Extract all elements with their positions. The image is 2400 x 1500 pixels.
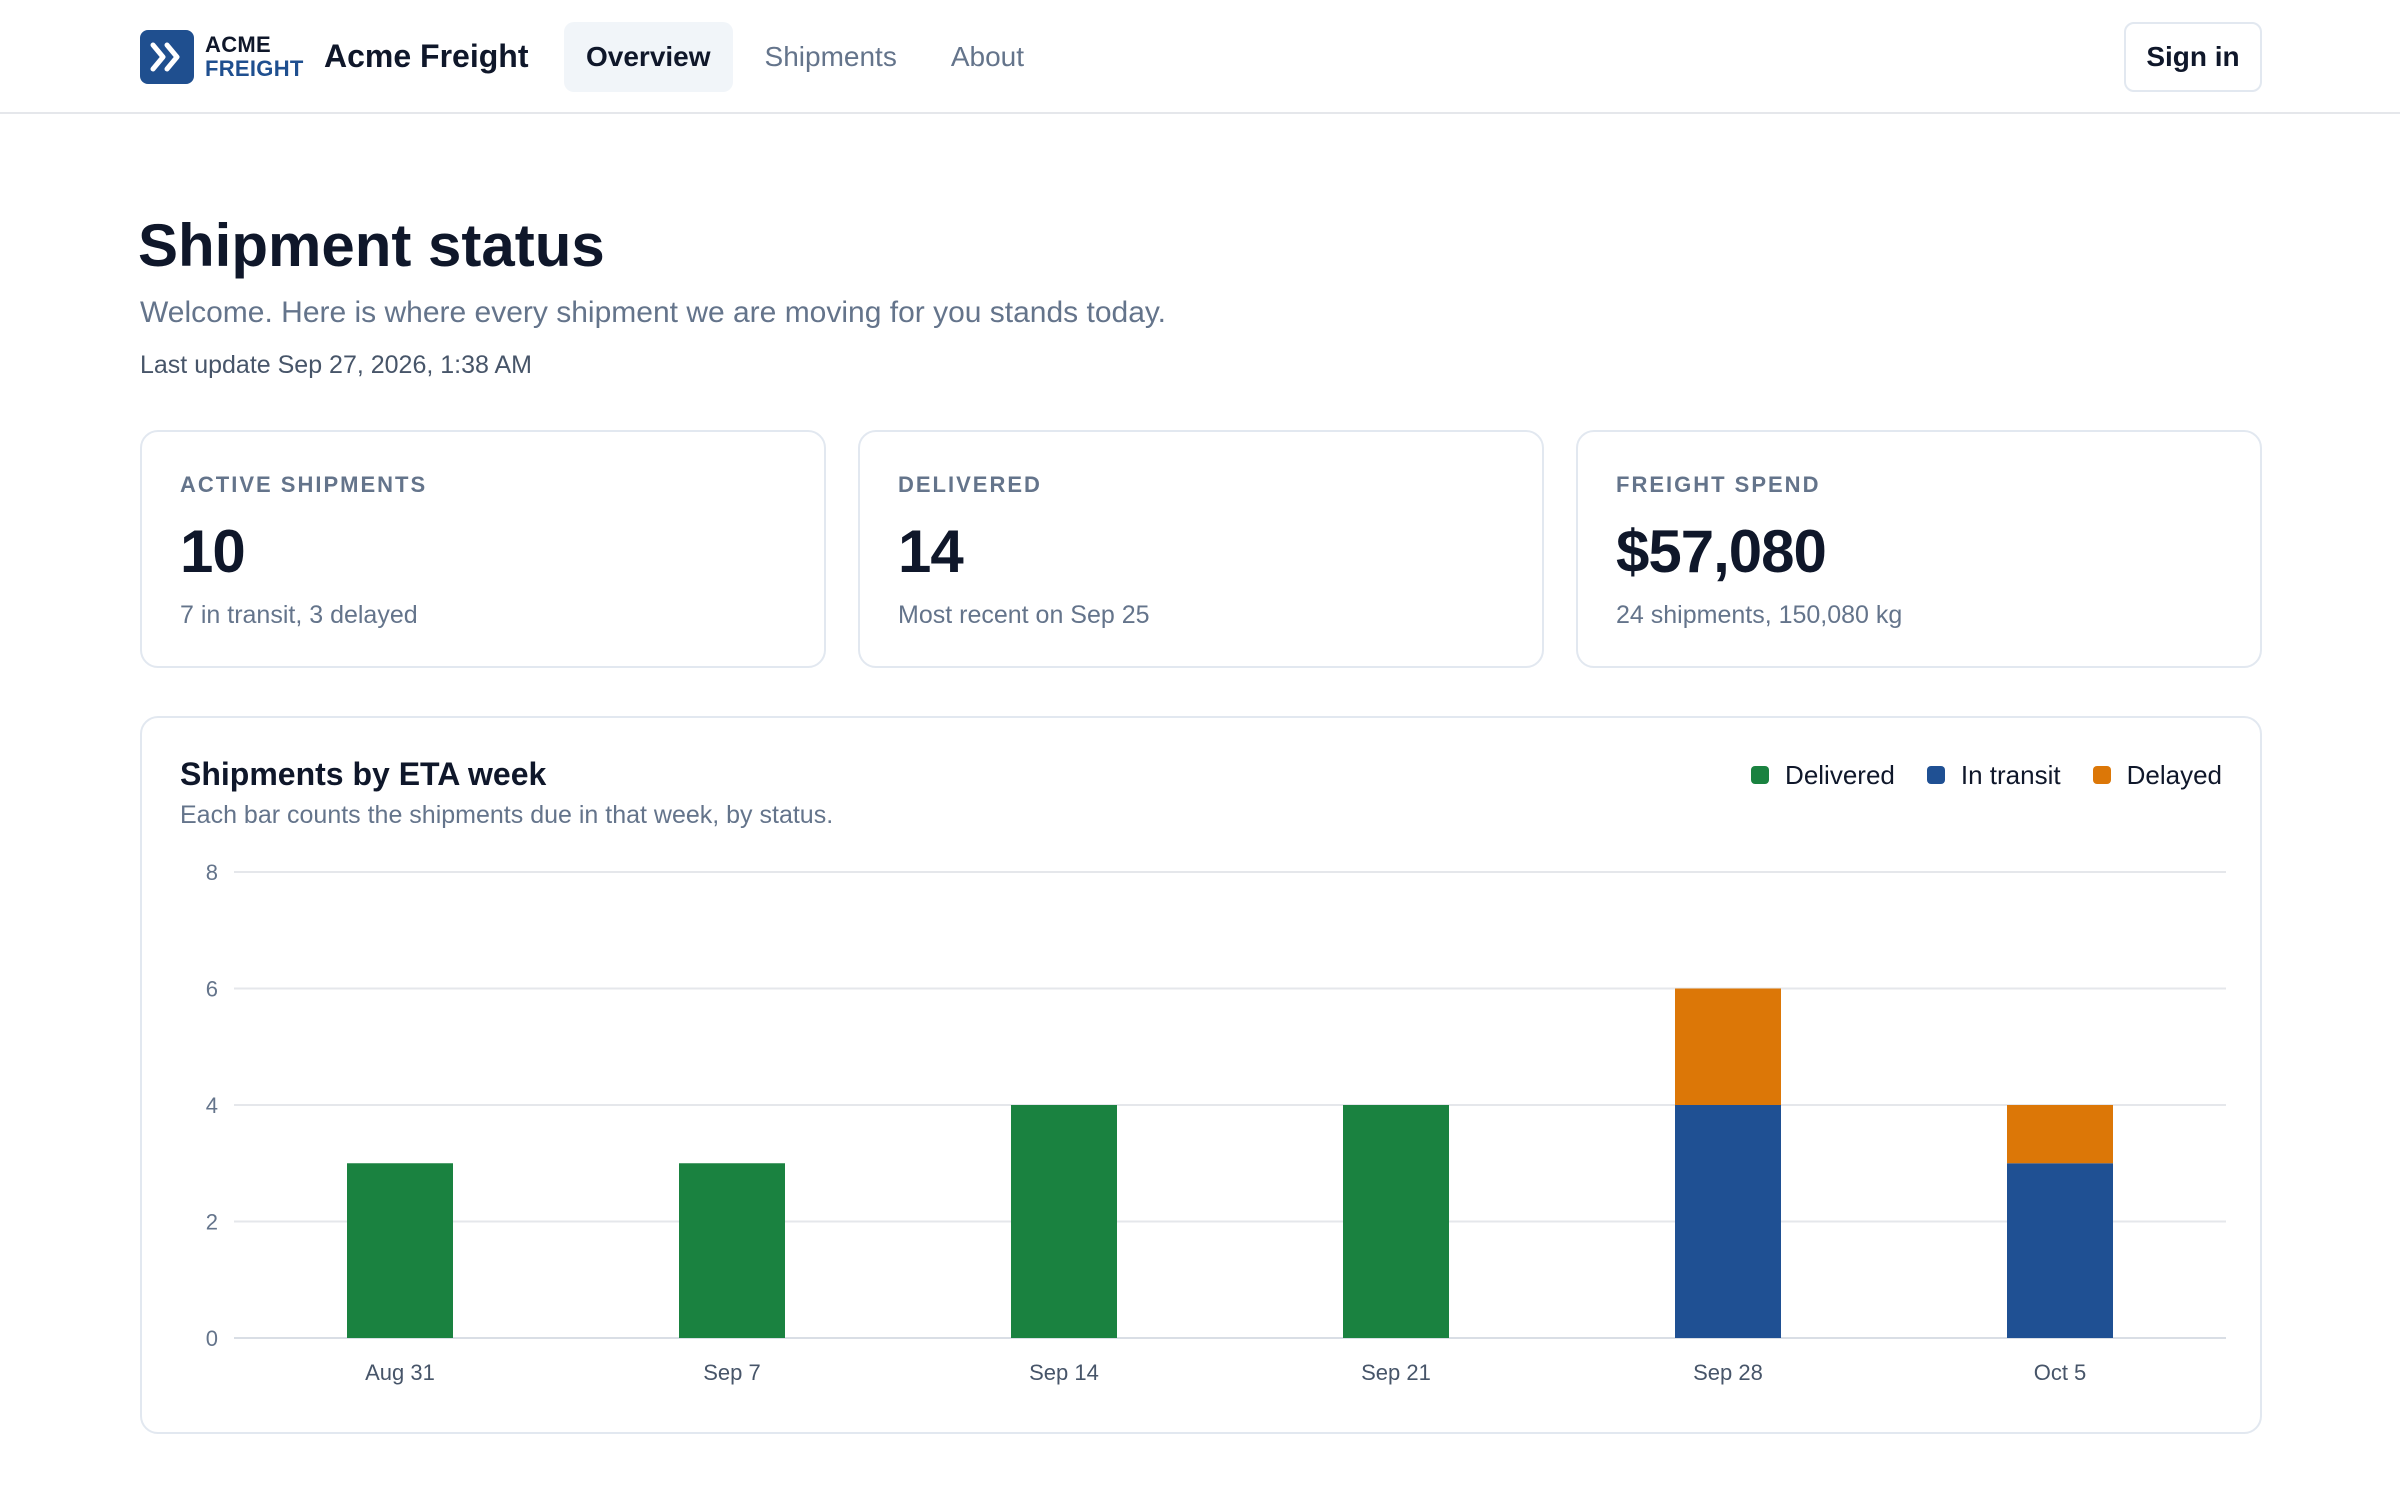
logo-line-2: FREIGHT: [205, 56, 304, 81]
legend-item-delayed: Delayed: [2092, 758, 2222, 792]
main-nav: Overview Shipments About: [564, 22, 1056, 92]
stat-card-freight-spend: FREIGHT SPEND $57,080 24 shipments, 150,…: [1576, 430, 2262, 668]
legend-swatch-delayed: [2092, 766, 2111, 784]
x-tick-label: Sep 14: [1029, 1360, 1099, 1385]
sign-in-button[interactable]: Sign in: [2124, 22, 2262, 92]
last-update-timestamp: Last update Sep 27, 2026, 1:38 AM: [140, 351, 532, 379]
logo-chevrons-icon: [140, 30, 194, 84]
stat-label: FREIGHT SPEND: [1616, 472, 1821, 497]
legend-label: In transit: [1960, 760, 2061, 790]
brand-logo[interactable]: ACME FREIGHT: [140, 30, 304, 84]
stat-note: Most recent on Sep 25: [898, 601, 1150, 629]
x-tick-label: Sep 7: [703, 1360, 761, 1385]
legend-swatch-delivered: [1751, 766, 1770, 784]
page-subtitle: Welcome. Here is where every shipment we…: [140, 296, 1167, 329]
y-tick-label: 8: [206, 860, 218, 885]
stat-value: $57,080: [1616, 518, 1827, 585]
legend-label: Delivered: [1785, 760, 1895, 790]
y-tick-label: 4: [206, 1093, 218, 1118]
bar-delayed: [2007, 1105, 2113, 1164]
bar-in-transit: [2007, 1163, 2113, 1338]
legend-label: Delayed: [2126, 760, 2222, 790]
bar-delayed: [1675, 988, 1781, 1105]
page-title: Shipment status: [138, 212, 605, 279]
x-tick-label: Aug 31: [365, 1360, 435, 1385]
logo-line-1: ACME: [205, 32, 271, 57]
stat-card-active-shipments: ACTIVE SHIPMENTS 10 7 in transit, 3 dela…: [140, 430, 826, 668]
chart-legend: Delivered In transit Delayed: [1719, 758, 2222, 792]
x-tick-label: Sep 28: [1693, 1360, 1763, 1385]
y-tick-label: 6: [206, 977, 218, 1002]
top-nav-bar: ACME FREIGHT Acme Freight Overview Shipm…: [0, 0, 2400, 114]
stat-note: 24 shipments, 150,080 kg: [1616, 601, 1903, 629]
stat-note: 7 in transit, 3 delayed: [180, 601, 418, 629]
bar-in-transit: [1675, 1105, 1781, 1338]
tab-overview[interactable]: Overview: [564, 22, 733, 92]
bar-delivered: [1011, 1105, 1117, 1338]
y-tick-label: 2: [206, 1210, 218, 1235]
shipments-chart-card: Shipments by ETA week Each bar counts th…: [140, 716, 2262, 1434]
legend-item-delivered: Delivered: [1751, 758, 1895, 792]
bar-delivered: [1343, 1105, 1449, 1338]
bar-delivered: [347, 1163, 453, 1338]
tab-about[interactable]: About: [950, 41, 1024, 72]
x-tick-label: Oct 5: [2034, 1360, 2087, 1385]
legend-item-in-transit: In transit: [1926, 758, 2061, 792]
stat-card-delivered: DELIVERED 14 Most recent on Sep 25: [858, 430, 1544, 668]
bar-delivered: [679, 1163, 785, 1338]
stat-label: DELIVERED: [898, 472, 1042, 497]
chart-title: Shipments by ETA week: [180, 756, 547, 792]
stat-label: ACTIVE SHIPMENTS: [180, 472, 428, 497]
chart-subtitle: Each bar counts the shipments due in tha…: [180, 801, 834, 829]
brand-name[interactable]: Acme Freight: [324, 38, 529, 74]
legend-swatch-in-transit: [1926, 766, 1945, 784]
stat-value: 10: [180, 518, 246, 585]
stacked-bar-chart: 0 2 4 6 8 Aug 31 Sep 7 Sep 14 Sep 21 Sep 28 Oct 5: [206, 860, 2226, 1385]
y-tick-label: 0: [206, 1326, 218, 1351]
x-tick-label: Sep 21: [1361, 1360, 1431, 1385]
logo-wordmark: ACME FREIGHT: [205, 33, 304, 81]
stat-value: 14: [898, 518, 964, 585]
tab-shipments[interactable]: Shipments: [764, 41, 897, 72]
